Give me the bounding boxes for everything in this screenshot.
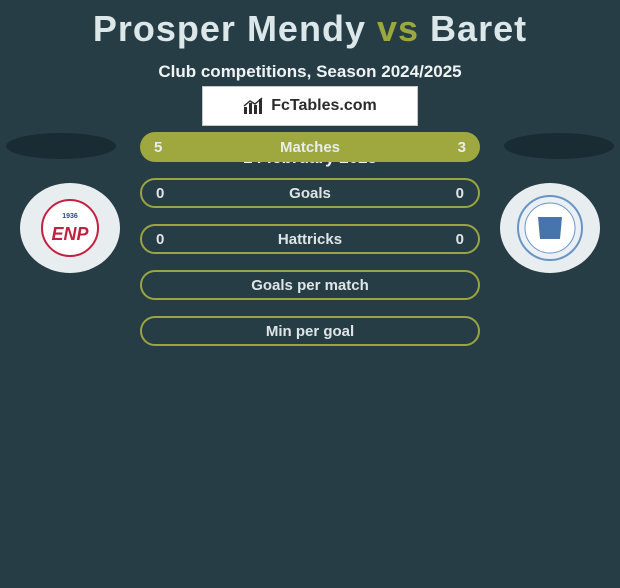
brand-box[interactable]: FcTables.com xyxy=(202,86,418,126)
stat-row: 5Matches3 xyxy=(140,132,480,162)
vs-label: vs xyxy=(377,8,419,49)
club-badge-left: ENP 1936 xyxy=(20,183,120,273)
stat-row: Goals per match xyxy=(140,270,480,300)
subtitle: Club competitions, Season 2024/2025 xyxy=(0,62,620,82)
shadow-right xyxy=(504,133,614,159)
player2-name: Baret xyxy=(430,8,527,49)
player1-name: Prosper Mendy xyxy=(93,8,366,49)
stat-row: 0Goals0 xyxy=(140,178,480,208)
stat-label: Goals per match xyxy=(142,277,478,294)
brand-text: FcTables.com xyxy=(271,97,377,115)
stat-rows: 5Matches3 0Goals0 0Hattricks0 Goals per mat… xyxy=(140,132,480,362)
stat-label: Min per goal xyxy=(142,323,478,340)
stat-label: Matches xyxy=(140,139,480,156)
comparison-title: Prosper Mendy vs Baret xyxy=(0,8,620,50)
stat-row: Min per goal xyxy=(140,316,480,346)
badge-left-text: ENP xyxy=(51,224,89,244)
svg-text:1936: 1936 xyxy=(62,213,78,220)
shadow-left xyxy=(6,133,116,159)
stat-label: Goals xyxy=(142,185,478,202)
club-badge-right xyxy=(500,183,600,273)
stat-row: 0Hattricks0 xyxy=(140,224,480,254)
bar-chart-icon xyxy=(243,97,265,115)
stat-label: Hattricks xyxy=(142,231,478,248)
